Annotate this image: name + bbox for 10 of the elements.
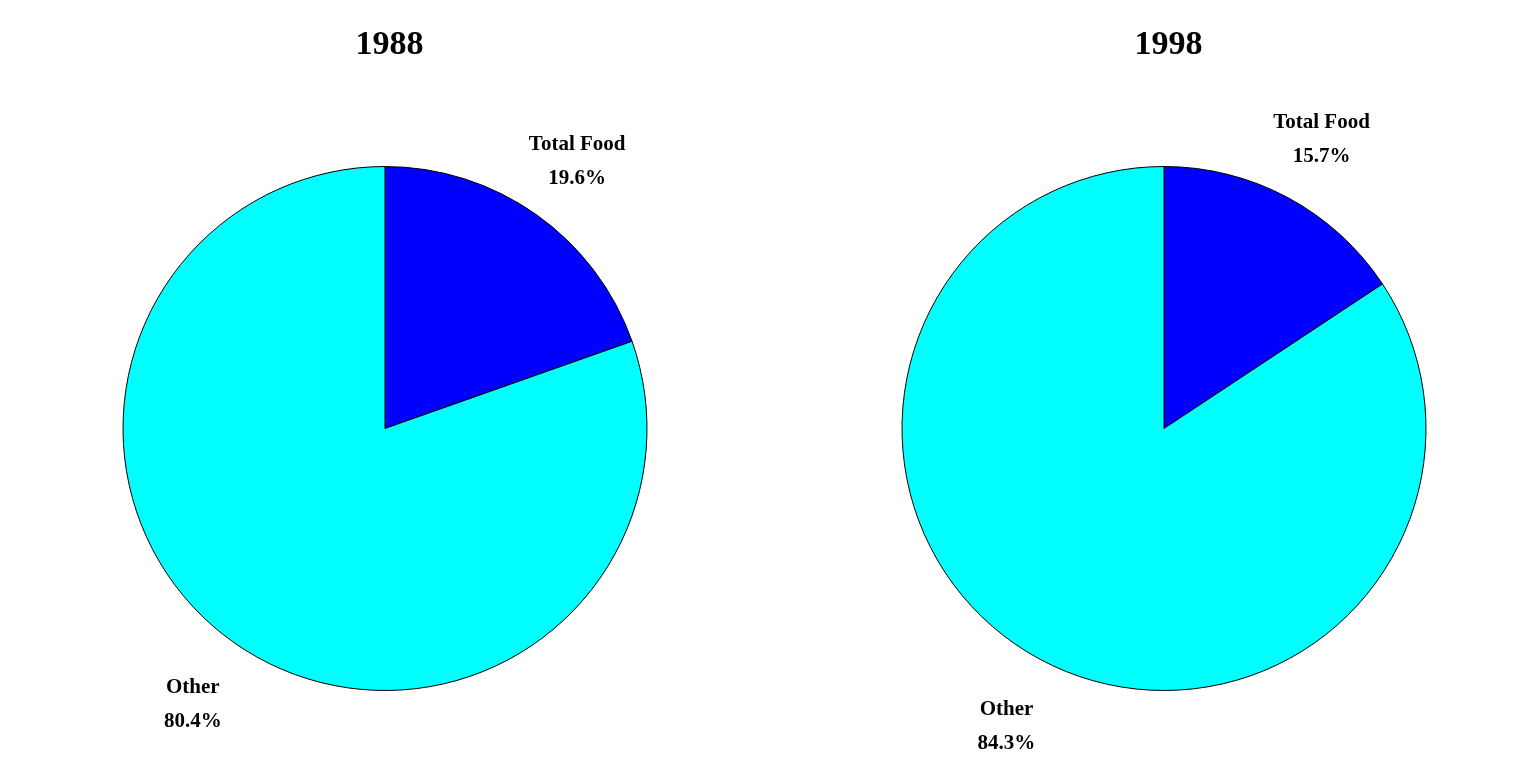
slice-label: Total Food — [528, 130, 626, 155]
slice-label: Other — [165, 674, 220, 699]
slice-label: Other — [979, 695, 1034, 720]
slice-label: Total Food — [1273, 109, 1371, 134]
chart-title: 1988 — [355, 23, 424, 63]
data-label: 84.3% — [977, 729, 1036, 754]
data-label: 19.6% — [548, 164, 607, 189]
data-label: 80.4% — [163, 708, 222, 733]
chart-title: 1998 — [1134, 23, 1203, 63]
data-label: 15.7% — [1292, 143, 1351, 168]
